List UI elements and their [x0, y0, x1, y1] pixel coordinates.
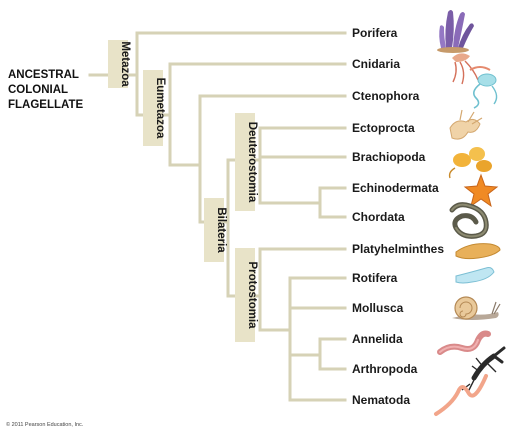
sponge-icon — [437, 10, 474, 53]
tree-branches — [88, 31, 347, 402]
clade-box-bilateria — [204, 198, 224, 262]
jellyfish-icon — [452, 53, 491, 85]
clade-text-protostomia: Protostomia — [246, 261, 258, 329]
sea-star-icon — [463, 173, 499, 208]
clade-text-eumetazoa: Eumetazoa — [154, 78, 166, 139]
taxon-label-annelida: Annelida — [352, 332, 403, 346]
clade-text-deuterostomia: Deuterostomia — [246, 122, 258, 203]
taxon-label-arthropoda: Arthropoda — [352, 362, 418, 376]
clade-label-metazoa: Metazoa — [108, 40, 131, 88]
taxon-label-cnidaria: Cnidaria — [352, 57, 400, 71]
flatworm-icon — [455, 243, 501, 260]
root-label-line-2: COLONIAL — [8, 84, 68, 96]
taxon-label-chordata: Chordata — [352, 210, 405, 224]
taxon-label-porifera: Porifera — [352, 26, 398, 40]
taxon-label-nematoda: Nematoda — [352, 393, 410, 407]
root-label-line-3: FLAGELLATE — [8, 99, 83, 111]
clade-text-bilateria: Bilateria — [215, 207, 227, 253]
clade-label-eumetazoa: Eumetazoa — [143, 70, 166, 146]
clade-box-protostomia — [235, 248, 255, 342]
clade-label-bilateria: Bilateria — [204, 198, 227, 262]
snake-icon — [449, 202, 489, 239]
taxon-label-platyhelminthes: Platyhelminthes — [352, 242, 444, 256]
earthworm-icon — [437, 330, 491, 355]
taxon-label-mollusca: Mollusca — [352, 301, 404, 315]
roundworm-icon — [434, 374, 488, 416]
copyright-notice: © 2011 Pearson Education, Inc. — [6, 421, 84, 428]
snail-icon — [452, 296, 501, 320]
clade-box-metazoa — [108, 40, 128, 88]
clade-box-eumetazoa — [143, 70, 163, 146]
taxon-label-brachiopoda: Brachiopoda — [352, 150, 426, 164]
lamp-shell-icon — [448, 147, 492, 179]
root-label-line-1: ANCESTRAL — [8, 69, 79, 81]
taxon-label-ctenophora: Ctenophora — [352, 89, 420, 103]
comb-jelly-icon — [472, 73, 498, 109]
taxon-label-echinodermata: Echinodermata — [352, 181, 439, 195]
root-label: ANCESTRAL COLONIAL FLAGELLATE — [8, 69, 83, 111]
taxon-label-ectoprocta: Ectoprocta — [352, 121, 415, 135]
taxon-labels: Porifera Cnidaria Ctenophora Ectoprocta … — [352, 26, 444, 407]
clade-label-protostomia: Protostomia — [235, 248, 258, 342]
bryozoan-icon — [449, 109, 483, 140]
taxon-label-rotifera: Rotifera — [352, 271, 398, 285]
clade-label-deuterostomia: Deuterostomia — [235, 113, 258, 211]
clade-box-deuterostomia — [235, 113, 255, 211]
rotifer-icon — [455, 267, 495, 284]
clade-text-metazoa: Metazoa — [119, 41, 131, 87]
